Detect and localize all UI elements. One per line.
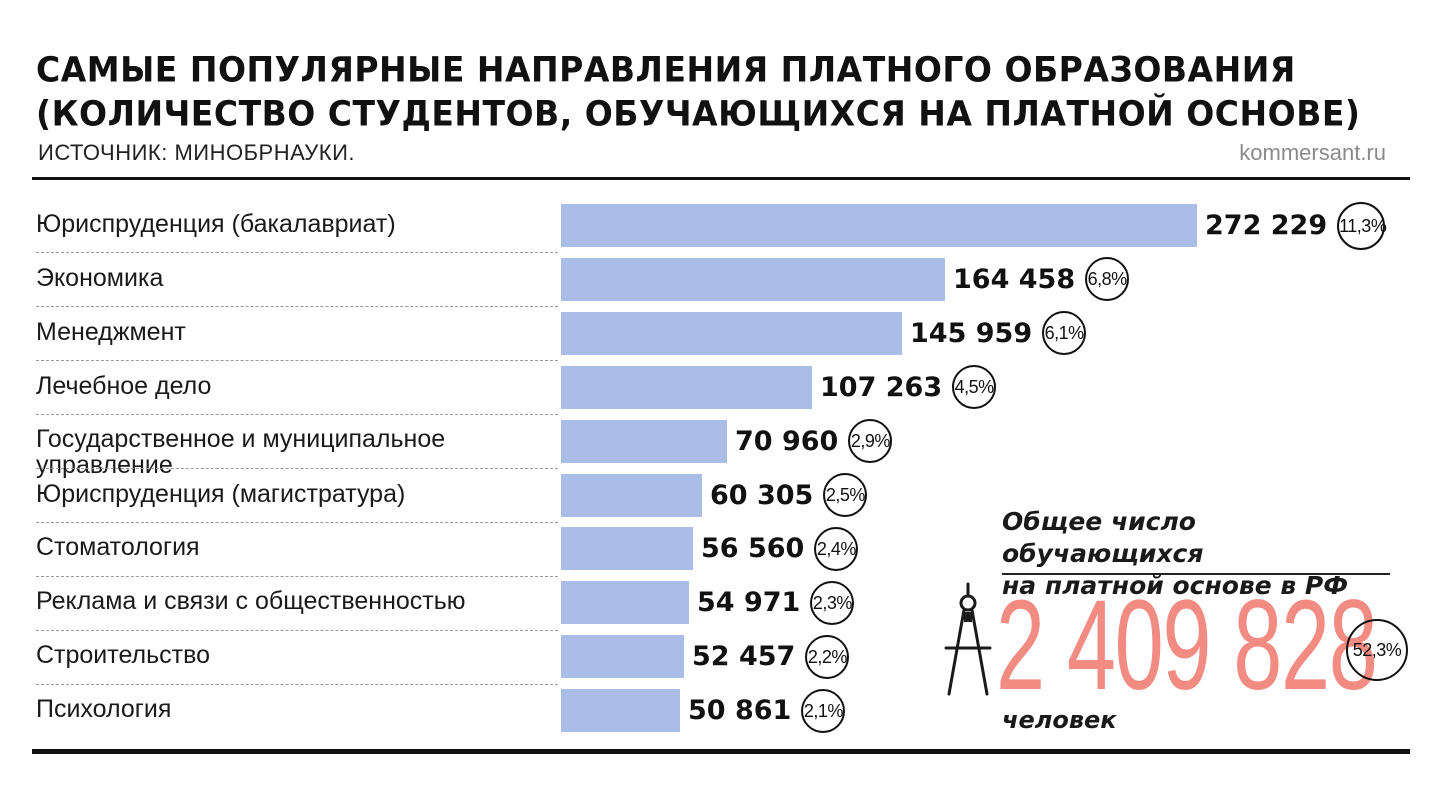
category-label: Строительство [36,641,210,670]
category-label: Менеджмент [36,317,186,346]
total-caption-line-2: на платной основе в РФ [1002,571,1349,600]
top-divider [32,177,1410,180]
value-label: 54 971 [697,587,801,619]
row-separator [36,414,558,415]
row-separator [36,684,558,685]
category-label: Стоматология [36,533,200,562]
percent-badge: 6,8% [1085,257,1130,302]
bar [561,635,684,679]
bar [561,689,680,733]
percent-badge: 6,1% [1042,311,1087,356]
percent-badge: 2,9% [848,419,893,464]
total-value: 2 409 828 [996,574,1378,717]
row-separator [36,630,558,631]
source-note: ИСТОЧНИК: МИНОБРНАУКИ. [38,140,356,165]
bar [561,527,693,571]
category-label: Реклама и связи с общественностью [36,587,466,616]
row-separator [36,576,558,577]
percent-badge: 11,3% [1337,201,1387,250]
value-label: 52 457 [692,641,796,673]
value-label: 145 959 [910,317,1033,349]
bar [561,473,702,517]
category-label: Государственное и муниципальное управлен… [36,424,446,479]
percent-badge: 2,5% [823,473,868,517]
value-label: 164 458 [953,263,1076,295]
value-label: 70 960 [735,425,839,457]
row-separator [36,468,558,469]
percent-badge: 2,3% [810,580,855,625]
row-separator [36,522,558,523]
percent-badge: 2,4% [814,526,859,571]
chart-title-line-1: САМЫЕ ПОПУЛЯРНЫЕ НАПРАВЛЕНИЯ ПЛАТНОГО ОБ… [36,49,1296,90]
site-credit: kommersant.ru [1239,140,1386,165]
total-unit: человек [1002,706,1117,734]
percent-badge: 4,5% [952,365,997,410]
chart-title-line-2: (КОЛИЧЕСТВО СТУДЕНТОВ, ОБУЧАЮЩИХСЯ НА ПЛ… [36,93,1361,135]
category-label: Лечебное дело [36,371,212,400]
value-label: 50 861 [688,695,792,727]
total-percent-badge: 52,3% [1346,619,1408,681]
bar [561,419,727,463]
bar [561,581,689,625]
value-label: 272 229 [1205,210,1328,241]
value-label: 107 263 [820,371,943,403]
bottom-divider [32,749,1410,754]
row-separator [36,306,558,307]
category-label: Юриспруденция (бакалавриат) [36,210,396,238]
category-label: Юриспруденция (магистратура) [36,479,406,508]
category-label: Экономика [36,263,164,292]
total-divider [1002,573,1390,575]
bar [561,365,812,409]
bar [561,204,1197,247]
total-caption-line-1: Общее число обучающихся [1002,507,1204,568]
row-separator [36,252,558,253]
percent-badge: 2,1% [801,688,846,733]
row-separator [36,360,558,361]
compass-icon [944,582,992,696]
percent-badge: 2,2% [805,634,850,679]
value-label: 60 305 [710,479,814,511]
bar [561,311,902,355]
value-label: 56 560 [701,533,805,565]
total-caption: Общее число обучающихся на платной основ… [1002,506,1402,602]
category-label: Психология [36,695,172,724]
bar [561,257,945,301]
chart-title: САМЫЕ ПОПУЛЯРНЫЕ НАПРАВЛЕНИЯ ПЛАТНОГО ОБ… [36,48,1361,136]
